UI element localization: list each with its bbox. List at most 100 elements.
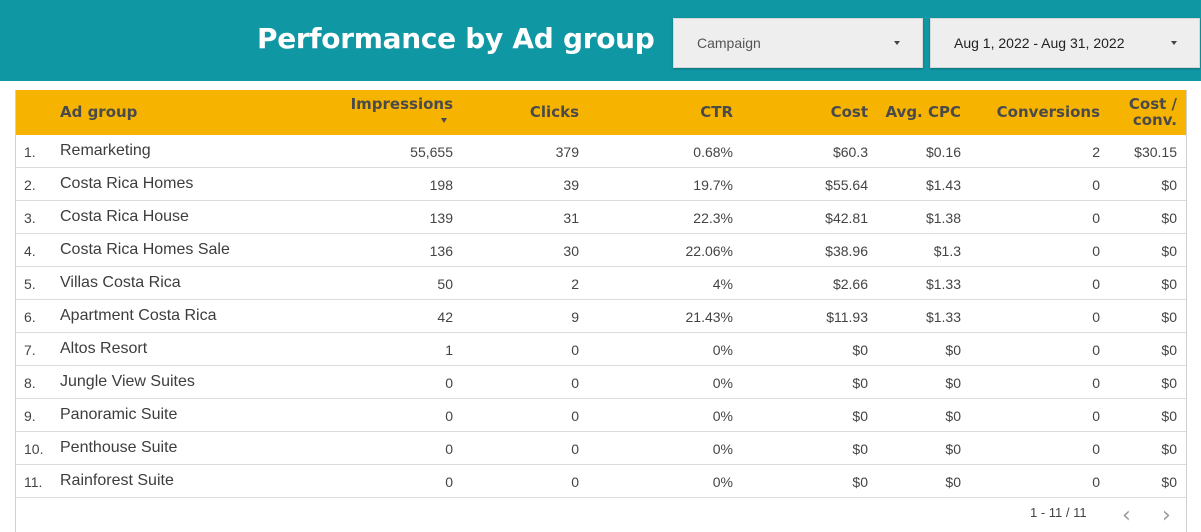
- cost-per-conv-value: $0: [1161, 408, 1177, 424]
- ctr-value: 21.43%: [685, 309, 733, 325]
- clicks-value: 0: [571, 408, 579, 424]
- table-row[interactable]: 8. Jungle View Suites 0 0 0% $0 $0 0 $0: [16, 366, 1186, 399]
- table-row[interactable]: 11. Rainforest Suite 0 0 0% $0 $0 0 $0: [16, 465, 1186, 498]
- cost-per-conv-value: $0: [1161, 474, 1177, 490]
- table-header: Ad group Impressions Clicks CTR Cost Avg…: [16, 90, 1186, 135]
- column-header-clicks[interactable]: Clicks: [529, 103, 579, 121]
- caret-down-icon: [894, 41, 900, 45]
- cost-value: $38.96: [825, 243, 868, 259]
- chevron-left-icon[interactable]: ‹: [1122, 503, 1131, 528]
- clicks-value: 379: [555, 144, 579, 160]
- impressions-value: 139: [429, 210, 453, 226]
- avg-cpc-value: $1.43: [925, 177, 961, 193]
- avg-cpc-value: $1.38: [925, 210, 961, 226]
- ad-group-name: Altos Resort: [60, 340, 148, 357]
- ad-group-name: Villas Costa Rica: [60, 274, 181, 291]
- ad-group-name: Rainforest Suite: [60, 472, 174, 489]
- impressions-value: 0: [445, 375, 453, 391]
- conversions-value: 0: [1092, 375, 1100, 391]
- impressions-value: 0: [445, 474, 453, 490]
- cost-value: $2.66: [832, 276, 868, 292]
- row-index: 10.: [24, 441, 44, 457]
- impressions-value: 0: [445, 408, 453, 424]
- row-index: 6.: [24, 309, 36, 325]
- clicks-value: 39: [563, 177, 579, 193]
- sort-descending-icon: [441, 118, 447, 123]
- impressions-value: 1: [445, 342, 453, 358]
- cost-per-conv-value: $0: [1161, 276, 1177, 292]
- table-row[interactable]: 2. Costa Rica Homes 198 39 19.7% $55.64 $1.43 0…: [16, 168, 1186, 201]
- ad-group-name: Costa Rica Homes: [60, 175, 194, 192]
- column-header-cost-per-conv-line1: Cost /: [1128, 95, 1177, 113]
- cost-per-conv-value: $0: [1161, 342, 1177, 358]
- table-row[interactable]: 4. Costa Rica Homes Sale 136 30 22.06% $38.96…: [16, 234, 1186, 267]
- column-header-impressions[interactable]: Impressions: [350, 95, 453, 113]
- impressions-value: 198: [429, 177, 453, 193]
- table-row[interactable]: 10. Penthouse Suite 0 0 0% $0 $0 0 $0: [16, 432, 1186, 465]
- avg-cpc-value: $0: [945, 474, 961, 490]
- row-index: 5.: [24, 276, 36, 292]
- clicks-value: 0: [571, 474, 579, 490]
- date-range-dropdown[interactable]: Aug 1, 2022 - Aug 31, 2022: [930, 18, 1200, 68]
- impressions-value: 136: [429, 243, 453, 259]
- column-header-ad-group[interactable]: Ad group: [60, 103, 138, 121]
- row-index: 9.: [24, 408, 36, 424]
- column-header-cost-per-conv-line2: conv.: [1132, 111, 1177, 129]
- ctr-value: 4%: [712, 276, 733, 292]
- conversions-value: 0: [1092, 276, 1100, 292]
- impressions-value: 50: [437, 276, 453, 292]
- column-header-cost[interactable]: Cost: [830, 103, 868, 121]
- conversions-value: 0: [1092, 243, 1100, 259]
- column-header-cost-per-conv[interactable]: Cost / conv.: [1129, 95, 1177, 129]
- column-header-ctr[interactable]: CTR: [700, 103, 733, 121]
- clicks-value: 9: [571, 309, 579, 325]
- cost-value: $0: [852, 441, 868, 457]
- cost-value: $55.64: [825, 177, 868, 193]
- ctr-value: 0.68%: [693, 144, 733, 160]
- avg-cpc-value: $0: [945, 408, 961, 424]
- cost-value: $0: [852, 474, 868, 490]
- cost-per-conv-value: $30.15: [1134, 144, 1177, 160]
- table-row[interactable]: 9. Panoramic Suite 0 0 0% $0 $0 0 $0: [16, 399, 1186, 432]
- table-row[interactable]: 6. Apartment Costa Rica 42 9 21.43% $11.93 $1.…: [16, 300, 1186, 333]
- cost-per-conv-value: $0: [1161, 210, 1177, 226]
- row-index: 1.: [24, 144, 36, 160]
- ctr-value: 0%: [712, 474, 733, 490]
- date-range-label: Aug 1, 2022 - Aug 31, 2022: [954, 35, 1125, 51]
- ctr-value: 0%: [712, 441, 733, 457]
- avg-cpc-value: $0: [945, 441, 961, 457]
- avg-cpc-value: $1.33: [925, 276, 961, 292]
- ad-group-name: Costa Rica Homes Sale: [60, 241, 230, 258]
- cost-value: $0: [852, 408, 868, 424]
- cost-value: $60.3: [832, 144, 868, 160]
- ctr-value: 22.06%: [685, 243, 733, 259]
- table-row[interactable]: 3. Costa Rica House 139 31 22.3% $42.81 $1.38 0…: [16, 201, 1186, 234]
- ctr-value: 0%: [712, 375, 733, 391]
- conversions-value: 2: [1092, 144, 1100, 160]
- cost-value: $0: [852, 375, 868, 391]
- ad-group-name: Apartment Costa Rica: [60, 307, 217, 324]
- row-index: 4.: [24, 243, 36, 259]
- column-header-conversions[interactable]: Conversions: [996, 103, 1100, 121]
- cost-value: $42.81: [825, 210, 868, 226]
- ad-group-name: Penthouse Suite: [60, 439, 178, 456]
- avg-cpc-value: $1.33: [925, 309, 961, 325]
- campaign-dropdown[interactable]: Campaign: [673, 18, 923, 68]
- clicks-value: 0: [571, 342, 579, 358]
- avg-cpc-value: $0: [945, 342, 961, 358]
- table-row[interactable]: 5. Villas Costa Rica 50 2 4% $2.66 $1.33 0 $0: [16, 267, 1186, 300]
- table-row[interactable]: 7. Altos Resort 1 0 0% $0 $0 0 $0: [16, 333, 1186, 366]
- impressions-value: 55,655: [410, 144, 453, 160]
- cost-per-conv-value: $0: [1161, 309, 1177, 325]
- clicks-value: 0: [571, 441, 579, 457]
- ad-group-name: Jungle View Suites: [60, 373, 195, 390]
- table-row[interactable]: 1. Remarketing 55,655 379 0.68% $60.3 $0.16 2 $3…: [16, 135, 1186, 168]
- chevron-right-icon[interactable]: ›: [1162, 503, 1171, 528]
- ctr-value: 19.7%: [693, 177, 733, 193]
- clicks-value: 0: [571, 375, 579, 391]
- campaign-dropdown-label: Campaign: [697, 35, 761, 51]
- conversions-value: 0: [1092, 309, 1100, 325]
- cost-value: $11.93: [826, 309, 868, 325]
- column-header-avg-cpc[interactable]: Avg. CPC: [885, 103, 961, 121]
- ad-group-table: Ad group Impressions Clicks CTR Cost Avg…: [15, 90, 1187, 532]
